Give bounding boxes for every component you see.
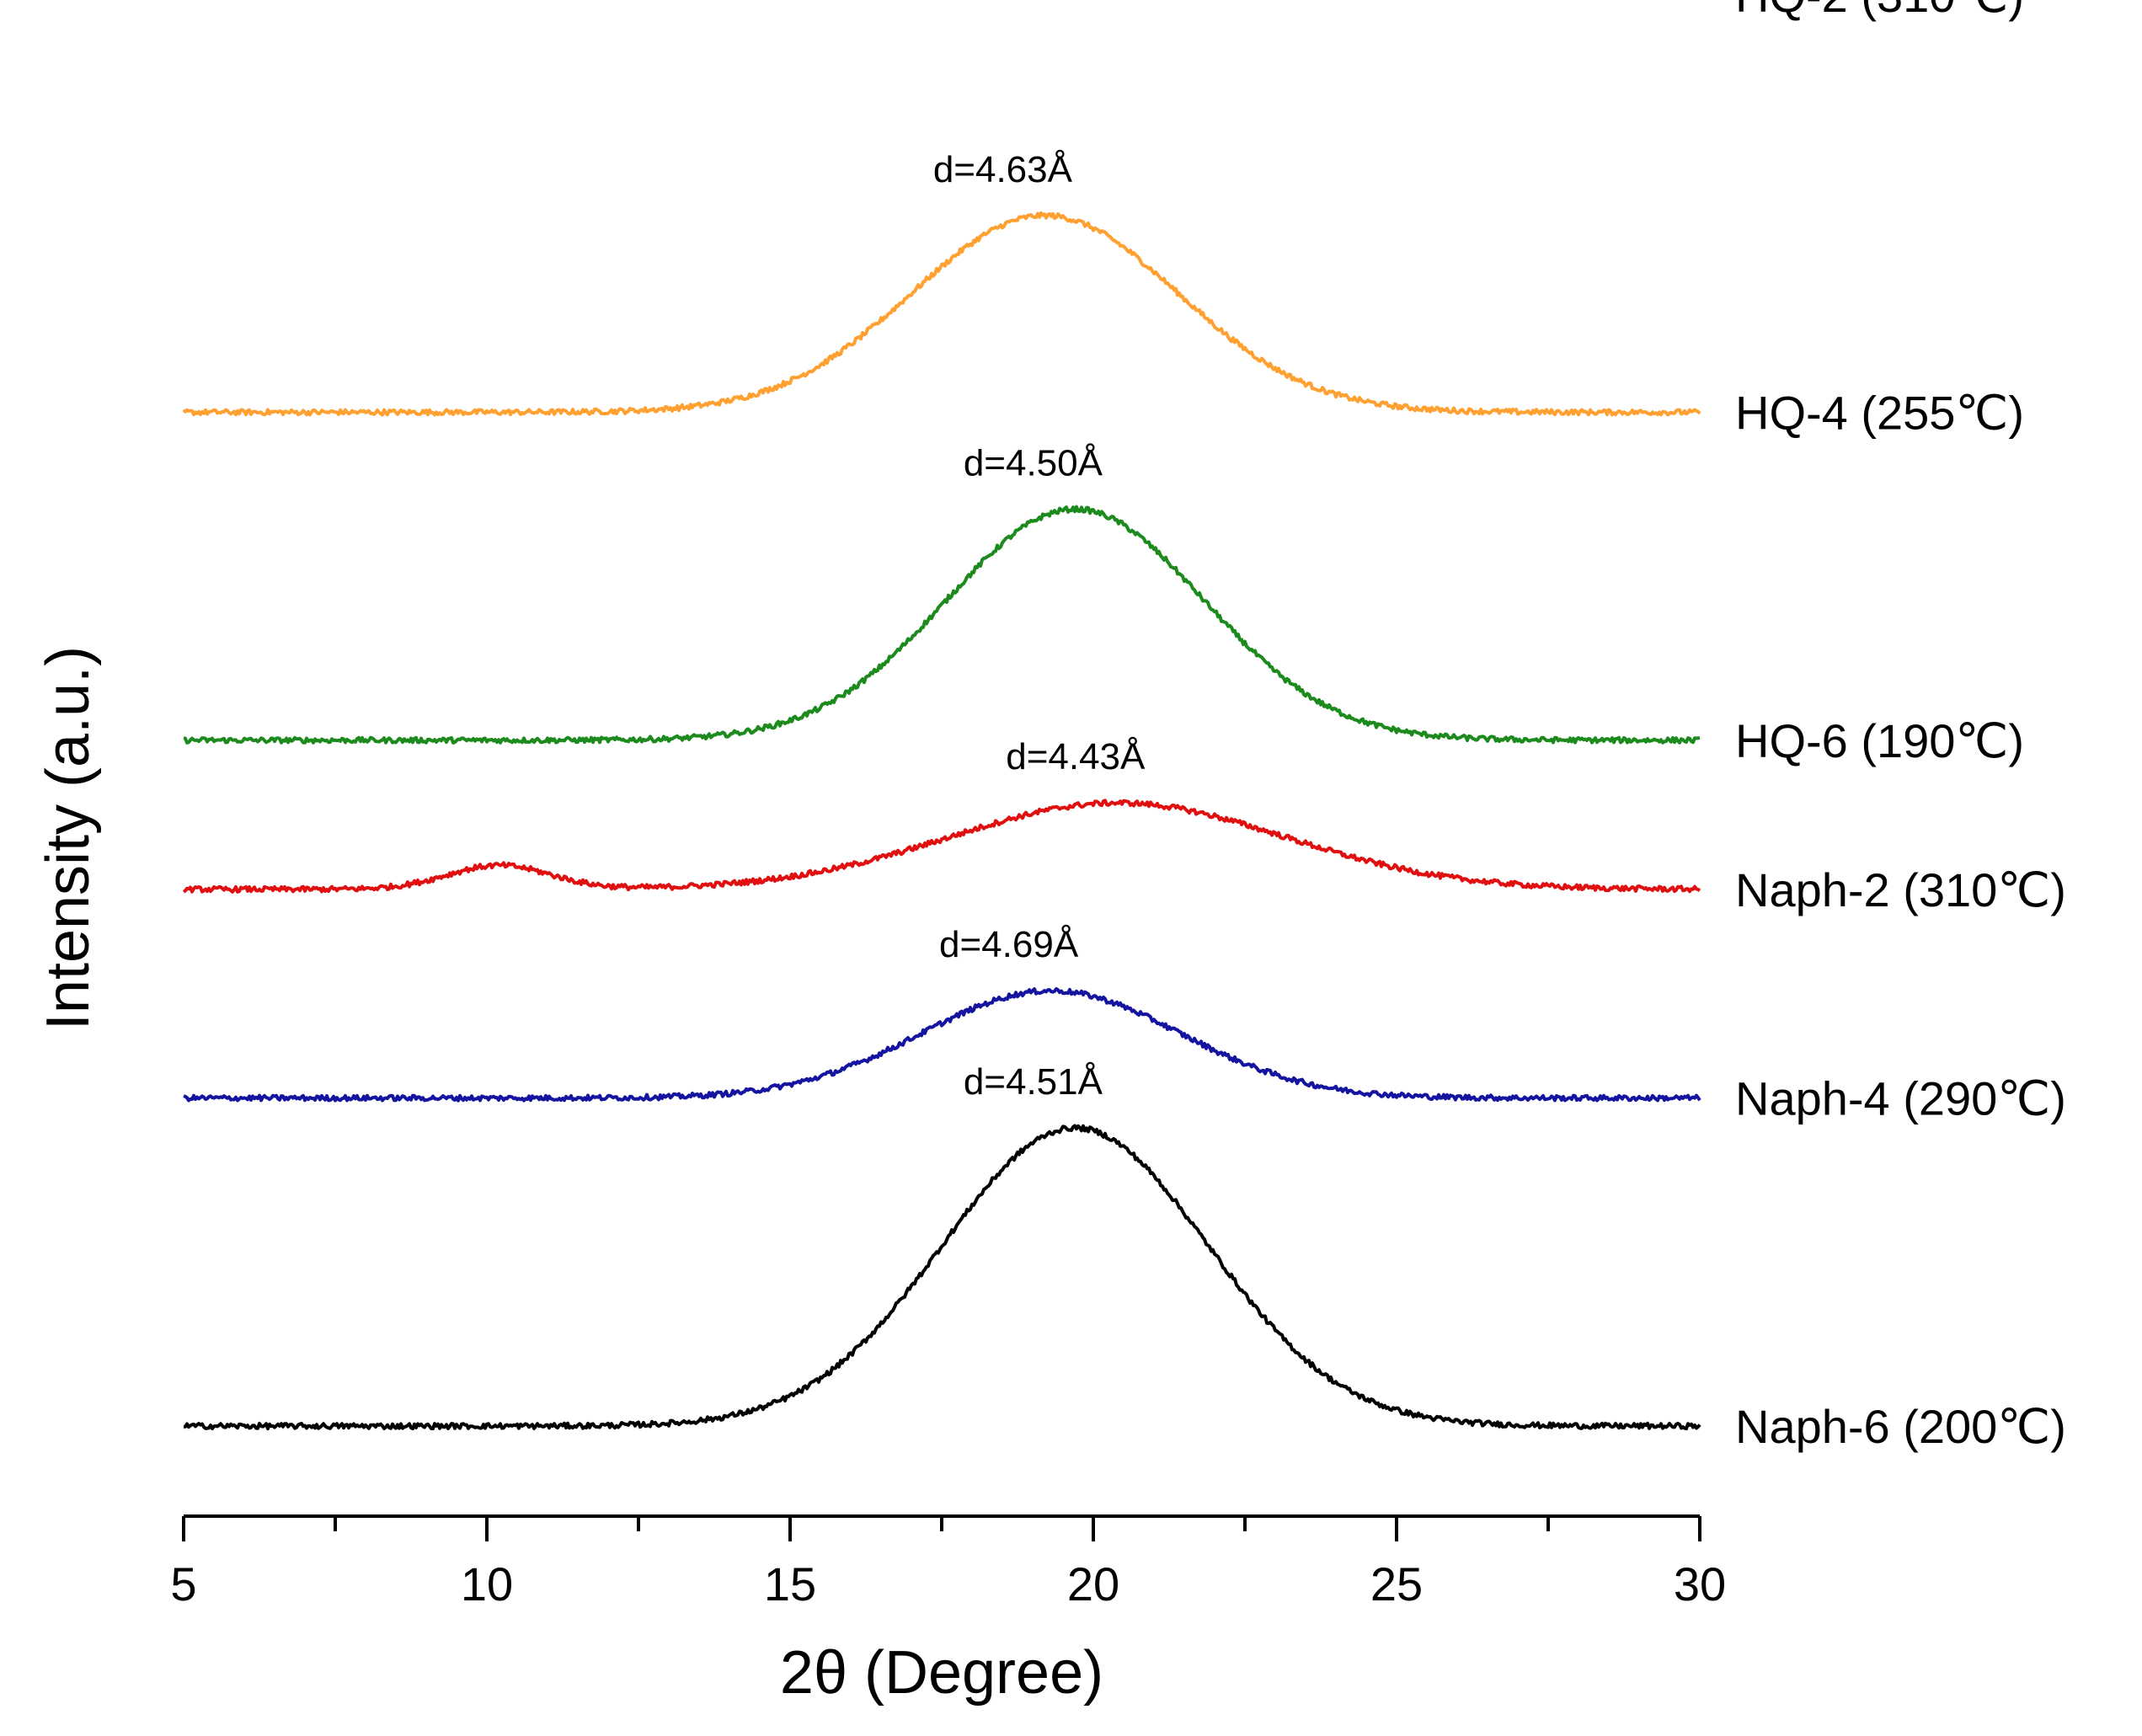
series-label-2: HQ-6 (190℃) (1735, 714, 2024, 767)
x-tick-label-5: 5 (170, 1557, 196, 1610)
peak-label-1: d=4.63Å (933, 149, 1073, 190)
x-tick-label-25: 25 (1370, 1557, 1423, 1610)
peak-label-5: d=4.51Å (964, 1061, 1103, 1103)
series-label-4: Naph-4 (290℃) (1735, 1072, 2066, 1125)
x-tick-label-10: 10 (461, 1557, 513, 1610)
x-tick-label-30: 30 (1674, 1557, 1726, 1610)
x-tick-label-15: 15 (764, 1557, 816, 1610)
y-axis-title: Intensity (a.u.) (35, 646, 102, 1030)
trace-1 (182, 211, 1701, 417)
x-axis-title: 2θ (Degree) (780, 1639, 1103, 1707)
peak-label-2: d=4.50Å (964, 442, 1103, 483)
series-label-0: HQ-2 (310℃) (1735, 0, 2024, 22)
series-label-5: Naph-6 (200℃) (1735, 1400, 2066, 1453)
trace-4 (183, 987, 1701, 1103)
trace-3 (182, 799, 1701, 894)
peak-label-4: d=4.69Å (939, 924, 1079, 965)
trace-2 (183, 505, 1701, 745)
series-label-1: HQ-4 (255℃) (1735, 386, 2024, 439)
x-tick-label-20: 20 (1067, 1557, 1119, 1610)
series-label-3: Naph-2 (310℃) (1735, 863, 2066, 916)
peak-label-3: d=4.43Å (1006, 736, 1146, 777)
trace-5 (183, 1124, 1701, 1431)
